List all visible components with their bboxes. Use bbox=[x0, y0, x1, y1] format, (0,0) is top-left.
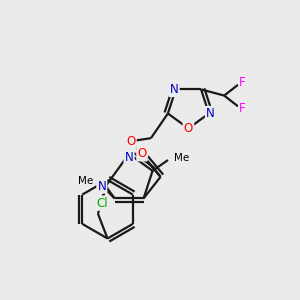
Text: N: N bbox=[125, 151, 134, 164]
Text: Me: Me bbox=[174, 153, 189, 163]
Text: O: O bbox=[184, 122, 193, 135]
Text: N: N bbox=[98, 180, 106, 193]
Text: F: F bbox=[239, 76, 246, 89]
Text: N: N bbox=[170, 83, 178, 96]
Text: O: O bbox=[137, 147, 147, 160]
Text: F: F bbox=[239, 102, 246, 115]
Text: O: O bbox=[126, 135, 136, 148]
Text: N: N bbox=[206, 107, 215, 120]
Text: Cl: Cl bbox=[96, 196, 108, 210]
Text: Me: Me bbox=[78, 176, 93, 186]
